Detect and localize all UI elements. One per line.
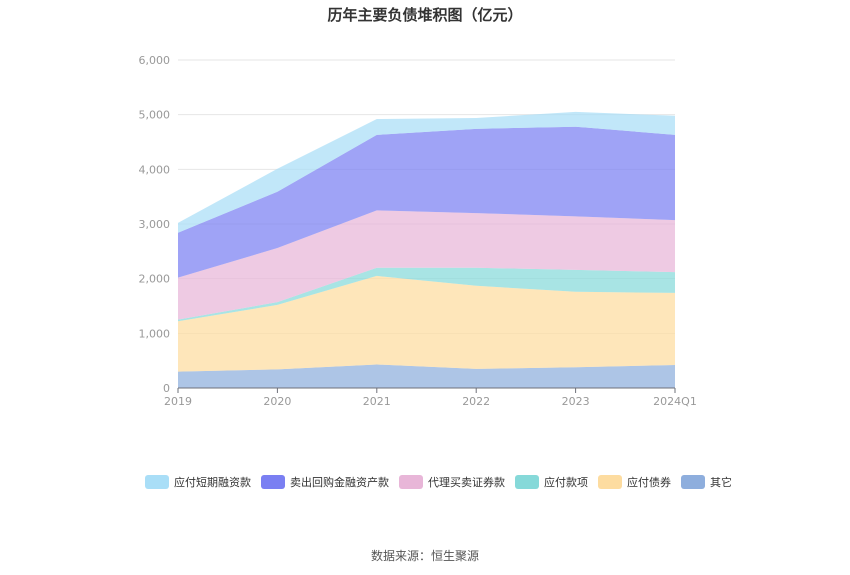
y-tick-label: 3,000 (139, 218, 171, 231)
y-tick-label: 2,000 (139, 273, 171, 286)
legend-label: 应付债券 (627, 476, 671, 489)
y-tick-label: 5,000 (139, 109, 171, 122)
area-series (178, 111, 675, 388)
x-tick-label: 2022 (462, 395, 490, 408)
legend: 应付短期融资款 卖出回购金融资产款 代理买卖证券款 应付款项 应付债券 其它 (145, 474, 745, 498)
area-其它 (178, 364, 675, 388)
legend-label: 应付款项 (544, 476, 588, 489)
legend-label: 应付短期融资款 (174, 476, 251, 489)
area-应付款项 (178, 267, 675, 322)
legend-item[interactable]: 代理买卖证券款 (399, 474, 505, 490)
data-source: 数据来源：恒生聚源 (370, 549, 479, 563)
area-代理买卖证券款 (178, 210, 675, 320)
x-tick-label: 2020 (263, 395, 291, 408)
legend-swatch (515, 475, 539, 489)
legend-swatch (681, 475, 705, 489)
legend-swatch (598, 475, 622, 489)
legend-item[interactable]: 卖出回购金融资产款 (261, 474, 389, 490)
chart-title: 历年主要负债堆积图（亿元） (327, 6, 523, 24)
y-tick-label: 0 (163, 382, 170, 395)
legend-item[interactable]: 应付债券 (598, 474, 671, 490)
x-tick-label: 2023 (562, 395, 590, 408)
legend-swatch (399, 475, 423, 489)
legend-swatch (261, 475, 285, 489)
x-tick-label: 2021 (363, 395, 391, 408)
x-tick-label: 2019 (164, 395, 192, 408)
legend-label: 其它 (710, 476, 732, 489)
area-应付债券 (178, 275, 675, 372)
legend-item[interactable]: 其它 (681, 474, 732, 490)
legend-label: 代理买卖证券款 (428, 476, 505, 489)
axes: 0 1,000 2,000 3,000 4,000 5,000 6,000 2019 2020 2… (139, 54, 697, 408)
x-tick-label: 2024Q1 (653, 395, 697, 408)
legend-item[interactable]: 应付款项 (515, 474, 588, 490)
legend-label: 卖出回购金融资产款 (290, 476, 389, 489)
area-卖出回购金融资产款 (178, 126, 675, 278)
area-应付短期融资款 (178, 111, 675, 233)
legend-item[interactable]: 应付短期融资款 (145, 474, 251, 490)
y-tick-label: 1,000 (139, 327, 171, 340)
y-tick-label: 6,000 (139, 54, 171, 67)
y-tick-label: 4,000 (139, 163, 171, 176)
legend-swatch (145, 475, 169, 489)
